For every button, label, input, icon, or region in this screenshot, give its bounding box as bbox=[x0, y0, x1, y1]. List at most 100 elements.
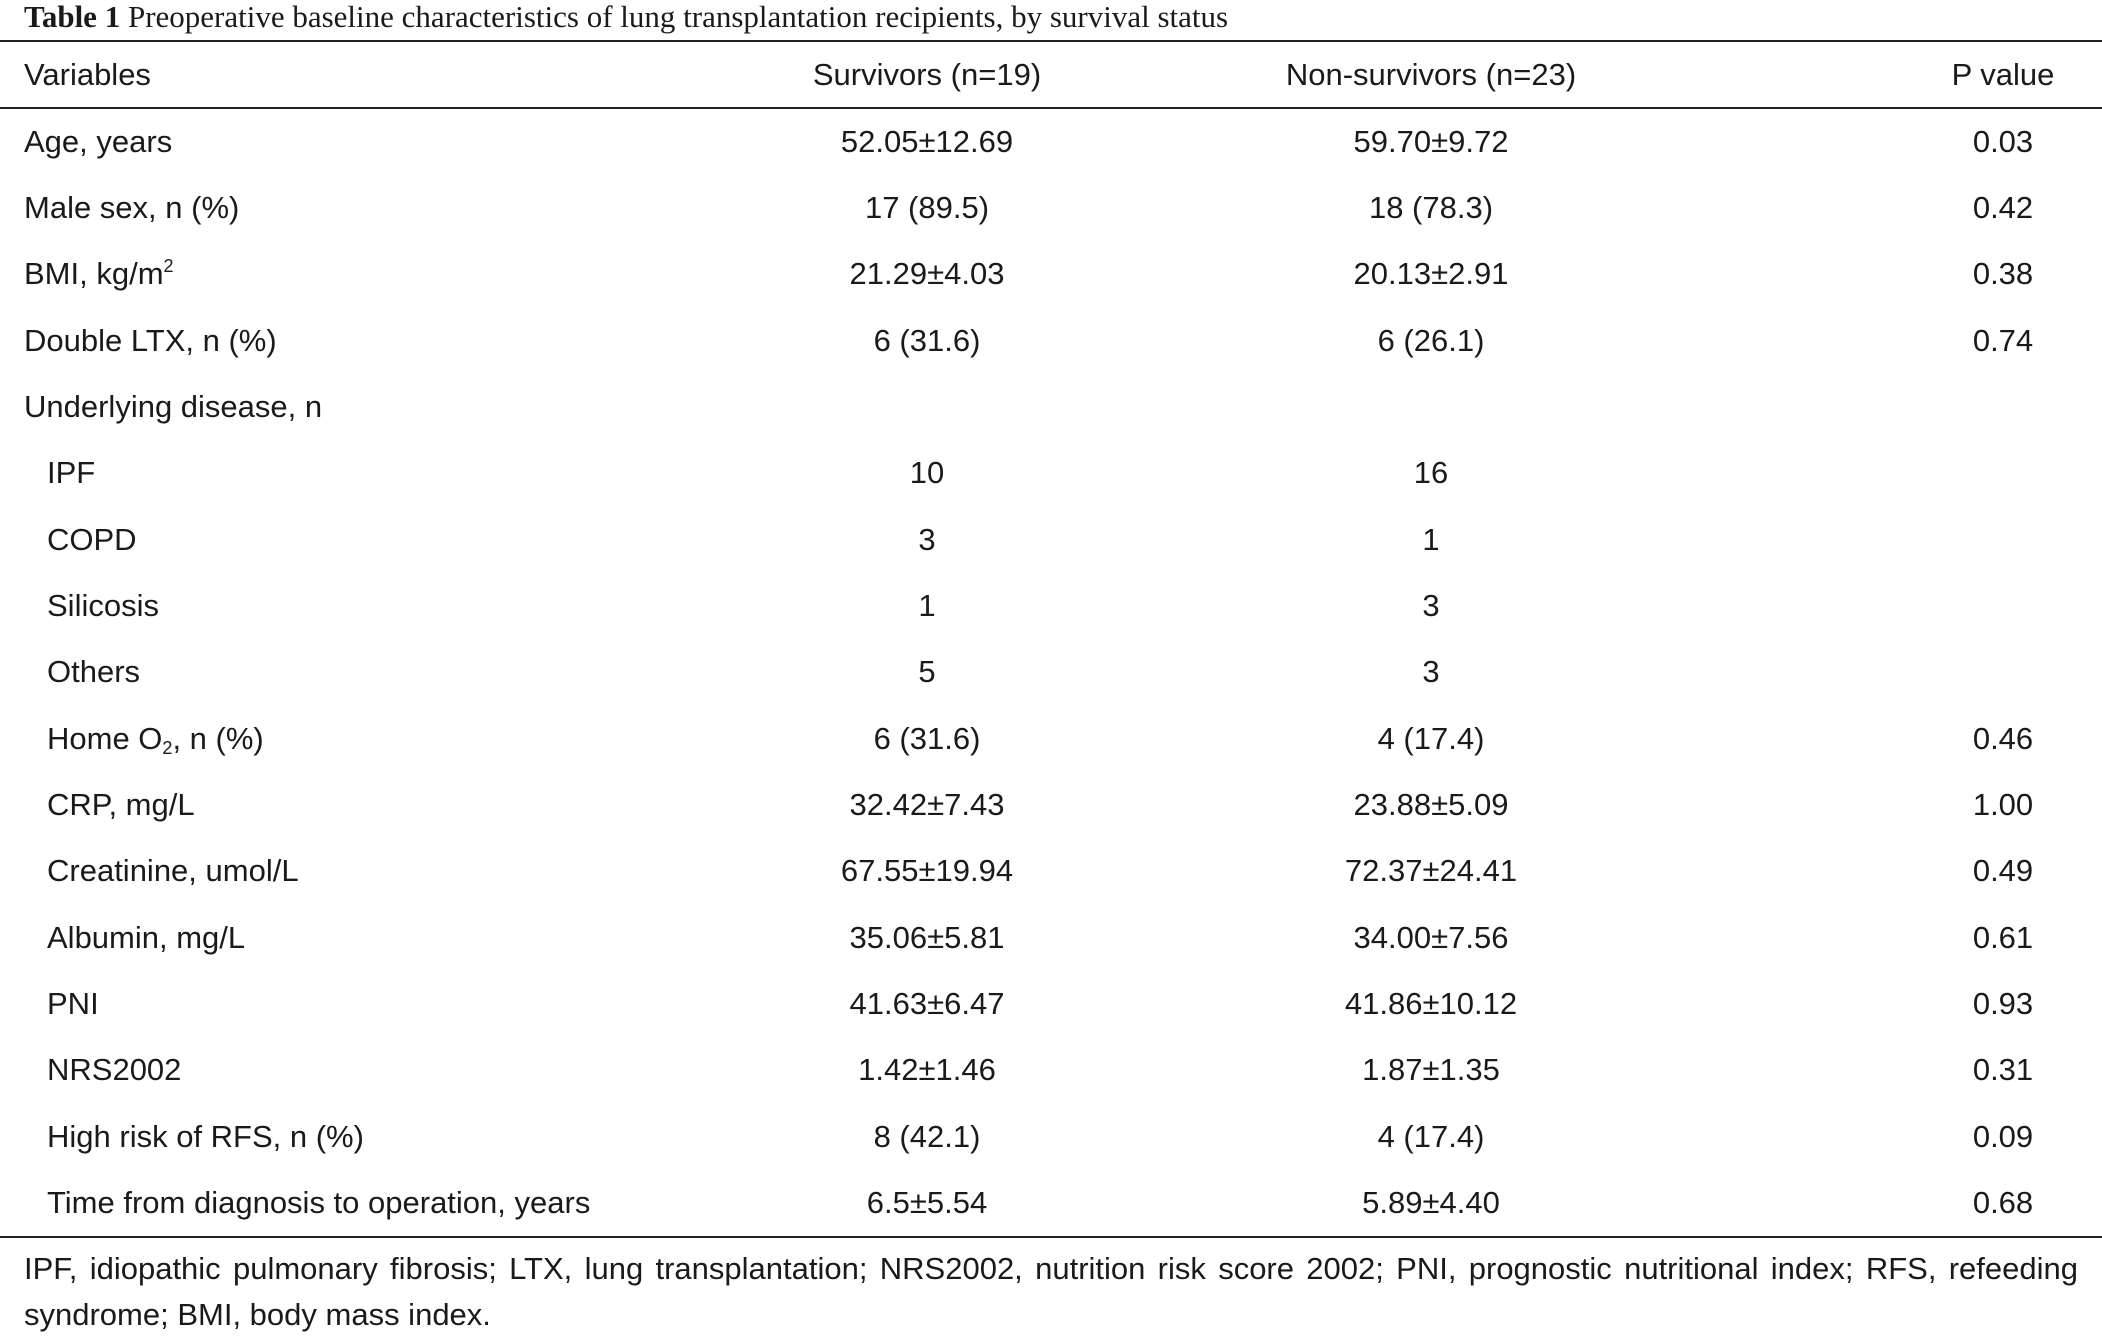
table-row: IPF 10 16 bbox=[0, 440, 2102, 506]
row-p-value bbox=[1803, 507, 2102, 573]
header-p-value: P value bbox=[1951, 57, 2055, 92]
row-non-survivors: 59.70±9.72 bbox=[1353, 124, 1509, 159]
row-p-value: 1.00 bbox=[1972, 787, 2034, 822]
row-variable: Underlying disease, n bbox=[24, 389, 323, 424]
variable-text: Home O bbox=[47, 721, 163, 756]
row-p-value: 0.31 bbox=[1972, 1052, 2034, 1087]
row-p-value: 0.03 bbox=[1972, 124, 2034, 159]
subscript: 2 bbox=[162, 738, 173, 758]
row-non-survivors: 1.87±1.35 bbox=[1362, 1052, 1500, 1087]
row-non-survivors: 4 (17.4) bbox=[1377, 721, 1485, 756]
row-p-value: 0.38 bbox=[1972, 256, 2034, 291]
table-row: PNI 41.63±6.47 41.86±10.12 0.93 bbox=[0, 971, 2102, 1037]
row-p-value bbox=[1803, 639, 2102, 705]
table-row: COPD 3 1 bbox=[0, 507, 2102, 573]
header-survivors: Survivors (n=19) bbox=[812, 57, 1042, 92]
table-row: CRP, mg/L 32.42±7.43 23.88±5.09 1.00 bbox=[0, 772, 2102, 838]
table-caption: Table 1 Preoperative baseline characteri… bbox=[24, 0, 1228, 40]
row-p-value bbox=[1803, 374, 2102, 440]
variable-text: BMI, kg/m bbox=[24, 256, 164, 291]
variable-suffix: , n (%) bbox=[172, 721, 264, 756]
row-p-value bbox=[1803, 573, 2102, 639]
row-variable: PNI bbox=[47, 986, 99, 1021]
table-row: Silicosis 1 3 bbox=[0, 573, 2102, 639]
row-non-survivors: 16 bbox=[1413, 455, 1449, 490]
row-non-survivors: 41.86±10.12 bbox=[1344, 986, 1518, 1021]
row-survivors: 32.42±7.43 bbox=[849, 787, 1005, 822]
row-non-survivors bbox=[1231, 374, 1631, 440]
row-variable: Double LTX, n (%) bbox=[24, 323, 277, 358]
row-non-survivors: 3 bbox=[1422, 588, 1440, 623]
table-title: Preoperative baseline characteristics of… bbox=[127, 0, 1229, 34]
row-non-survivors: 20.13±2.91 bbox=[1353, 256, 1509, 291]
row-survivors: 5 bbox=[918, 654, 936, 689]
table-row: Underlying disease, n bbox=[0, 374, 2102, 440]
row-non-survivors: 4 (17.4) bbox=[1377, 1119, 1485, 1154]
row-survivors: 10 bbox=[909, 455, 945, 490]
row-p-value: 0.42 bbox=[1972, 190, 2034, 225]
row-p-value: 0.68 bbox=[1972, 1185, 2034, 1220]
row-non-survivors: 6 (26.1) bbox=[1377, 323, 1485, 358]
table-row: Time from diagnosis to operation, years … bbox=[0, 1170, 2102, 1236]
row-non-survivors: 34.00±7.56 bbox=[1353, 920, 1509, 955]
table-row: Albumin, mg/L 35.06±5.81 34.00±7.56 0.61 bbox=[0, 905, 2102, 971]
table-row: High risk of RFS, n (%) 8 (42.1) 4 (17.4… bbox=[0, 1104, 2102, 1170]
table-row: Creatinine, umol/L 67.55±19.94 72.37±24.… bbox=[0, 838, 2102, 904]
header-row: Variables Survivors (n=19) Non-survivors… bbox=[0, 42, 2102, 108]
row-p-value: 0.49 bbox=[1972, 853, 2034, 888]
row-variable: Albumin, mg/L bbox=[47, 920, 246, 955]
row-survivors bbox=[727, 374, 1127, 440]
row-survivors: 6.5±5.54 bbox=[866, 1185, 988, 1220]
row-variable: High risk of RFS, n (%) bbox=[47, 1119, 364, 1154]
row-variable: Time from diagnosis to operation, years bbox=[47, 1185, 591, 1220]
row-non-survivors: 23.88±5.09 bbox=[1353, 787, 1509, 822]
row-non-survivors: 72.37±24.41 bbox=[1344, 853, 1518, 888]
bottom-rule bbox=[0, 1236, 2102, 1238]
header-variables: Variables bbox=[24, 57, 151, 92]
row-survivors: 67.55±19.94 bbox=[840, 853, 1014, 888]
row-p-value bbox=[1803, 440, 2102, 506]
row-p-value: 0.46 bbox=[1972, 721, 2034, 756]
row-survivors: 3 bbox=[918, 522, 936, 557]
row-variable: NRS2002 bbox=[47, 1052, 182, 1087]
row-survivors: 6 (31.6) bbox=[873, 323, 981, 358]
table-row: Age, years 52.05±12.69 59.70±9.72 0.03 bbox=[0, 109, 2102, 175]
row-variable: BMI, kg/m2 bbox=[24, 241, 174, 307]
row-survivors: 17 (89.5) bbox=[864, 190, 990, 225]
row-variable: Age, years bbox=[24, 124, 173, 159]
row-p-value: 0.74 bbox=[1972, 323, 2034, 358]
row-survivors: 41.63±6.47 bbox=[849, 986, 1005, 1021]
row-variable: Others bbox=[47, 654, 141, 689]
table-row: Home O2, n (%) 6 (31.6) 4 (17.4) 0.46 bbox=[0, 706, 2102, 772]
row-survivors: 6 (31.6) bbox=[873, 721, 981, 756]
row-survivors: 1.42±1.46 bbox=[858, 1052, 996, 1087]
table-row: Others 5 3 bbox=[0, 639, 2102, 705]
row-p-value: 0.09 bbox=[1972, 1119, 2034, 1154]
row-non-survivors: 3 bbox=[1422, 654, 1440, 689]
row-variable: CRP, mg/L bbox=[47, 787, 195, 822]
row-variable: Male sex, n (%) bbox=[24, 190, 240, 225]
row-variable: Creatinine, umol/L bbox=[47, 853, 299, 888]
table-footnote: IPF, idiopathic pulmonary fibrosis; LTX,… bbox=[24, 1251, 2078, 1332]
table-label: Table 1 bbox=[24, 0, 121, 34]
row-p-value: 0.61 bbox=[1972, 920, 2034, 955]
row-survivors: 52.05±12.69 bbox=[840, 124, 1014, 159]
top-rule bbox=[0, 40, 2102, 42]
superscript: 2 bbox=[163, 256, 174, 276]
row-survivors: 21.29±4.03 bbox=[849, 256, 1005, 291]
row-variable: IPF bbox=[47, 455, 96, 490]
row-variable: Home O2, n (%) bbox=[47, 706, 264, 772]
row-survivors: 1 bbox=[918, 588, 936, 623]
header-rule bbox=[0, 107, 2102, 109]
row-p-value: 0.93 bbox=[1972, 986, 2034, 1021]
row-survivors: 35.06±5.81 bbox=[849, 920, 1005, 955]
table-row: NRS2002 1.42±1.46 1.87±1.35 0.31 bbox=[0, 1037, 2102, 1103]
row-variable: COPD bbox=[47, 522, 137, 557]
row-non-survivors: 18 (78.3) bbox=[1368, 190, 1494, 225]
row-non-survivors: 5.89±4.40 bbox=[1362, 1185, 1500, 1220]
header-non-survivors: Non-survivors (n=23) bbox=[1285, 57, 1577, 92]
table-row: BMI, kg/m2 21.29±4.03 20.13±2.91 0.38 bbox=[0, 241, 2102, 307]
row-non-survivors: 1 bbox=[1422, 522, 1440, 557]
row-variable: Silicosis bbox=[47, 588, 159, 623]
table-row: Double LTX, n (%) 6 (31.6) 6 (26.1) 0.74 bbox=[0, 308, 2102, 374]
